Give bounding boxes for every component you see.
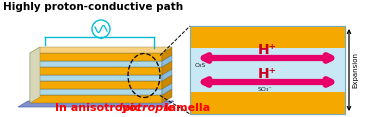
Polygon shape bbox=[30, 95, 162, 103]
Polygon shape bbox=[162, 47, 172, 61]
Text: In anisotropic: In anisotropic bbox=[55, 103, 145, 113]
FancyBboxPatch shape bbox=[190, 92, 345, 114]
Polygon shape bbox=[162, 75, 172, 89]
Polygon shape bbox=[30, 81, 162, 89]
Polygon shape bbox=[18, 101, 174, 107]
Polygon shape bbox=[30, 75, 162, 81]
FancyBboxPatch shape bbox=[190, 48, 345, 92]
Text: H⁺: H⁺ bbox=[258, 43, 277, 57]
Polygon shape bbox=[162, 83, 172, 95]
Text: lyotropic: lyotropic bbox=[119, 103, 175, 113]
Polygon shape bbox=[30, 53, 162, 61]
Polygon shape bbox=[162, 61, 172, 75]
Text: SO₃⁻: SO₃⁻ bbox=[257, 87, 272, 92]
Polygon shape bbox=[30, 47, 40, 103]
Polygon shape bbox=[162, 89, 172, 103]
FancyBboxPatch shape bbox=[190, 26, 345, 114]
Text: H⁺: H⁺ bbox=[258, 67, 277, 81]
FancyBboxPatch shape bbox=[190, 26, 345, 48]
Polygon shape bbox=[30, 89, 162, 95]
Polygon shape bbox=[162, 69, 172, 81]
Text: lamella: lamella bbox=[161, 103, 210, 113]
Text: O₃S: O₃S bbox=[195, 63, 206, 68]
Polygon shape bbox=[162, 55, 172, 67]
Text: Highly proton-conductive path: Highly proton-conductive path bbox=[3, 2, 183, 12]
Polygon shape bbox=[30, 61, 162, 67]
Text: Expansion: Expansion bbox=[352, 52, 358, 88]
Polygon shape bbox=[30, 47, 172, 53]
Polygon shape bbox=[30, 67, 162, 75]
